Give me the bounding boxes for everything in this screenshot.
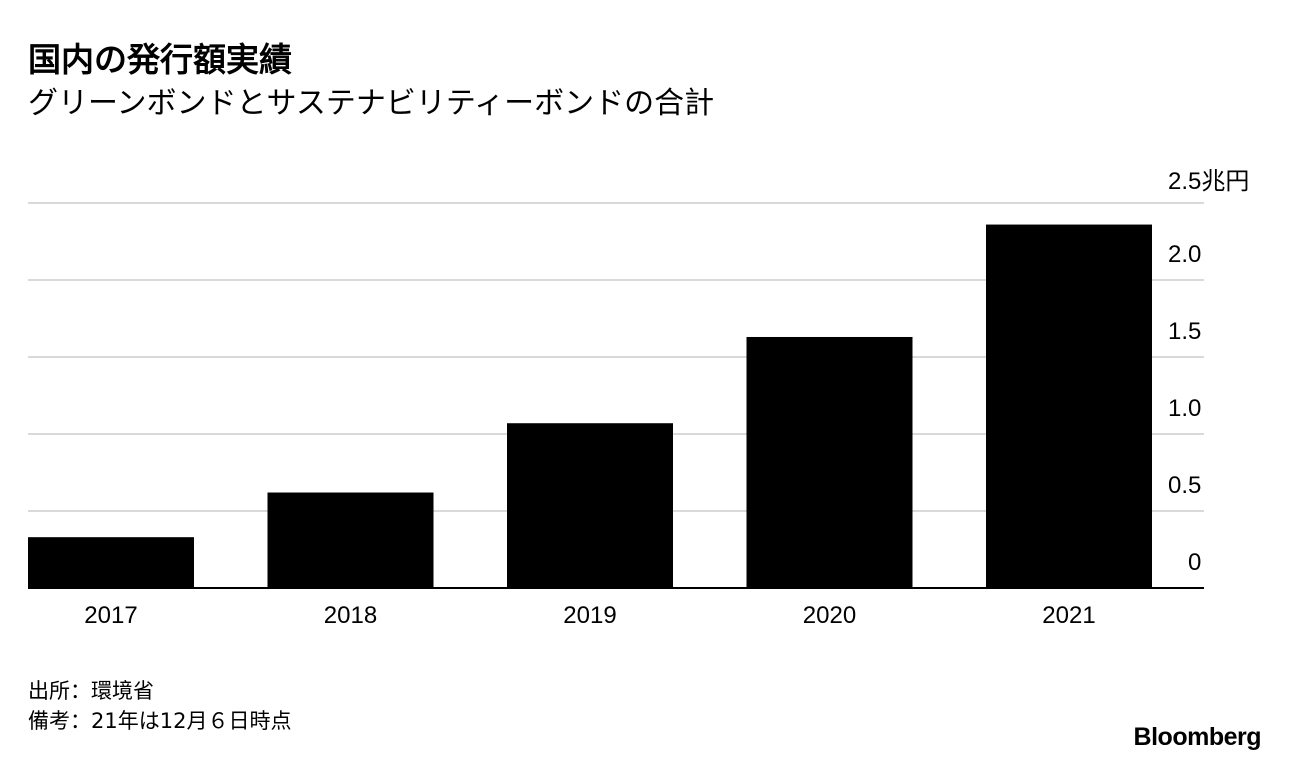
x-tick-label: 2021 — [1042, 602, 1095, 629]
bar-2020 — [746, 336, 913, 588]
x-axis-ticks: 2017 2018 2019 2020 2021 — [84, 602, 1095, 629]
bar-chart: 0 0.5 1.0 1.5 2.0 2.5兆円 2017 2018 2019 2020 2021 — [28, 167, 1249, 629]
chart-title: 国内の発行額実績 — [28, 40, 292, 79]
footnote: 備考：21年は12月６日時点 — [28, 709, 292, 733]
y-axis-ticks: 0 0.5 1.0 1.5 2.0 2.5兆円 — [1168, 167, 1249, 576]
bar-2021 — [986, 224, 1152, 588]
y-tick-label: 1.5 — [1168, 318, 1201, 345]
bars — [28, 224, 1152, 588]
bloomberg-logo: Bloomberg — [1133, 723, 1262, 751]
bar-2018 — [267, 492, 434, 588]
source-note: 出所：環境省 — [28, 679, 154, 703]
x-tick-label: 2019 — [563, 602, 616, 629]
y-unit-label: 兆円 — [1201, 167, 1249, 195]
y-tick-label: 2.0 — [1168, 241, 1201, 268]
y-tick-label: 0.5 — [1168, 472, 1201, 499]
x-tick-label: 2018 — [324, 602, 377, 629]
y-tick-label: 2.5兆円 — [1168, 167, 1249, 195]
y-tick-label: 0 — [1188, 549, 1201, 576]
chart-subtitle: グリーンボンドとサステナビリティーボンドの合計 — [28, 86, 715, 121]
y-tick-label: 1.0 — [1168, 395, 1201, 422]
x-tick-label: 2017 — [84, 602, 137, 629]
bar-2019 — [507, 423, 673, 588]
x-tick-label: 2020 — [803, 602, 856, 629]
bar-2017 — [28, 537, 194, 588]
